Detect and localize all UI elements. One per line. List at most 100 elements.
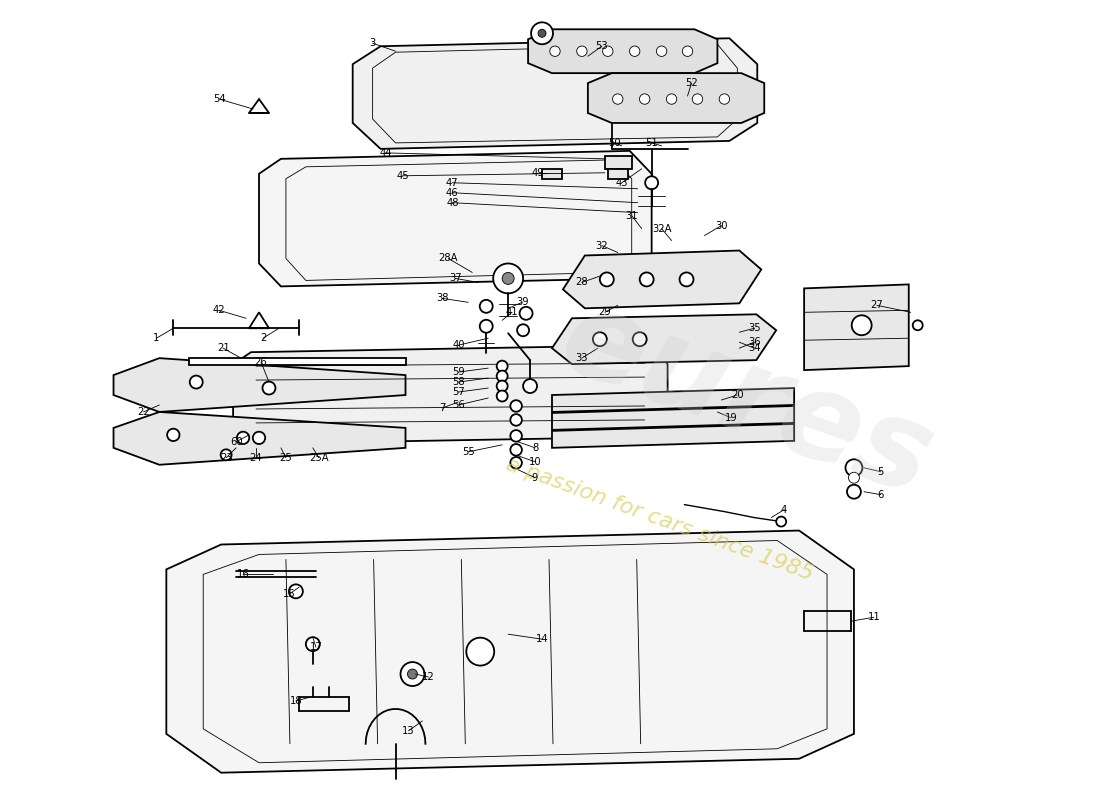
Circle shape [510, 444, 521, 456]
Circle shape [519, 307, 532, 320]
Text: 32A: 32A [652, 223, 671, 234]
Text: 32: 32 [595, 241, 608, 250]
Text: 2: 2 [260, 334, 266, 343]
Text: 59: 59 [452, 367, 464, 377]
Text: 25A: 25A [309, 453, 329, 462]
Text: 34: 34 [748, 343, 760, 353]
Circle shape [407, 669, 418, 679]
Circle shape [236, 432, 250, 444]
Text: 28: 28 [575, 278, 589, 287]
Text: 6: 6 [878, 490, 884, 500]
Polygon shape [373, 44, 737, 143]
Text: 21: 21 [217, 343, 230, 353]
Circle shape [517, 324, 529, 336]
Circle shape [190, 375, 202, 389]
Circle shape [777, 517, 786, 526]
Circle shape [497, 381, 507, 391]
Text: 12: 12 [422, 672, 435, 682]
Polygon shape [286, 160, 631, 281]
Text: 23: 23 [220, 453, 232, 462]
Text: 14: 14 [536, 634, 548, 644]
Text: 52: 52 [685, 78, 697, 88]
Circle shape [847, 485, 861, 498]
Polygon shape [528, 30, 717, 73]
Text: 24: 24 [250, 453, 262, 462]
Circle shape [646, 176, 658, 190]
Text: 5: 5 [878, 466, 884, 477]
Text: 27: 27 [870, 300, 883, 310]
Text: eures: eures [546, 279, 948, 521]
Circle shape [497, 361, 507, 371]
Circle shape [493, 263, 524, 294]
Circle shape [846, 459, 862, 476]
Text: 47: 47 [446, 178, 459, 188]
Polygon shape [587, 73, 764, 123]
Circle shape [510, 430, 521, 442]
Text: 16: 16 [236, 570, 250, 579]
Circle shape [306, 637, 320, 651]
Text: 8: 8 [532, 443, 538, 453]
Circle shape [480, 320, 493, 333]
Text: 43: 43 [616, 178, 628, 188]
Text: 28A: 28A [439, 254, 458, 263]
Text: 10: 10 [529, 457, 541, 466]
Text: 13: 13 [403, 726, 415, 736]
Circle shape [719, 94, 729, 104]
Text: 56: 56 [452, 400, 464, 410]
Text: 7: 7 [439, 403, 446, 413]
Polygon shape [608, 169, 628, 178]
Circle shape [503, 273, 514, 285]
Polygon shape [353, 38, 757, 149]
Text: 55: 55 [462, 447, 475, 457]
Circle shape [263, 382, 275, 394]
Text: 26: 26 [254, 357, 267, 367]
Polygon shape [113, 412, 406, 465]
Polygon shape [166, 530, 854, 773]
Circle shape [613, 94, 623, 104]
Polygon shape [189, 358, 406, 365]
Text: 1: 1 [153, 334, 159, 343]
Circle shape [524, 379, 537, 393]
Polygon shape [605, 156, 631, 169]
Polygon shape [552, 424, 794, 448]
Text: 15: 15 [283, 590, 295, 599]
Polygon shape [113, 358, 406, 412]
Text: 35: 35 [748, 323, 760, 334]
Circle shape [510, 414, 521, 426]
Text: 22: 22 [138, 407, 150, 417]
Text: 33: 33 [575, 353, 589, 363]
Circle shape [400, 662, 425, 686]
Circle shape [639, 94, 650, 104]
Text: 40: 40 [452, 340, 464, 350]
Polygon shape [258, 151, 651, 286]
Text: 18: 18 [289, 696, 302, 706]
Text: 41: 41 [506, 307, 518, 318]
Text: 57: 57 [452, 387, 464, 397]
Text: 31: 31 [626, 210, 638, 221]
Circle shape [603, 46, 613, 56]
Circle shape [538, 30, 546, 38]
Text: 19: 19 [725, 413, 738, 423]
Circle shape [682, 46, 693, 56]
Text: 48: 48 [447, 198, 459, 208]
Circle shape [851, 315, 871, 335]
Text: 54: 54 [212, 94, 226, 104]
Circle shape [680, 273, 693, 286]
Circle shape [531, 22, 553, 44]
Circle shape [576, 46, 587, 56]
Text: 53: 53 [595, 42, 608, 51]
Circle shape [510, 457, 521, 469]
Text: 58: 58 [452, 377, 464, 387]
Text: 25: 25 [279, 453, 293, 462]
Text: 49: 49 [531, 168, 544, 178]
Text: 20: 20 [732, 390, 744, 400]
Text: 51: 51 [646, 138, 658, 148]
Circle shape [510, 400, 521, 412]
Text: 44: 44 [379, 148, 392, 158]
Text: 39: 39 [516, 298, 528, 307]
Polygon shape [204, 541, 827, 762]
Circle shape [632, 332, 647, 346]
Text: a passion for cars since 1985: a passion for cars since 1985 [503, 454, 816, 585]
Circle shape [289, 584, 302, 598]
Polygon shape [233, 345, 668, 444]
